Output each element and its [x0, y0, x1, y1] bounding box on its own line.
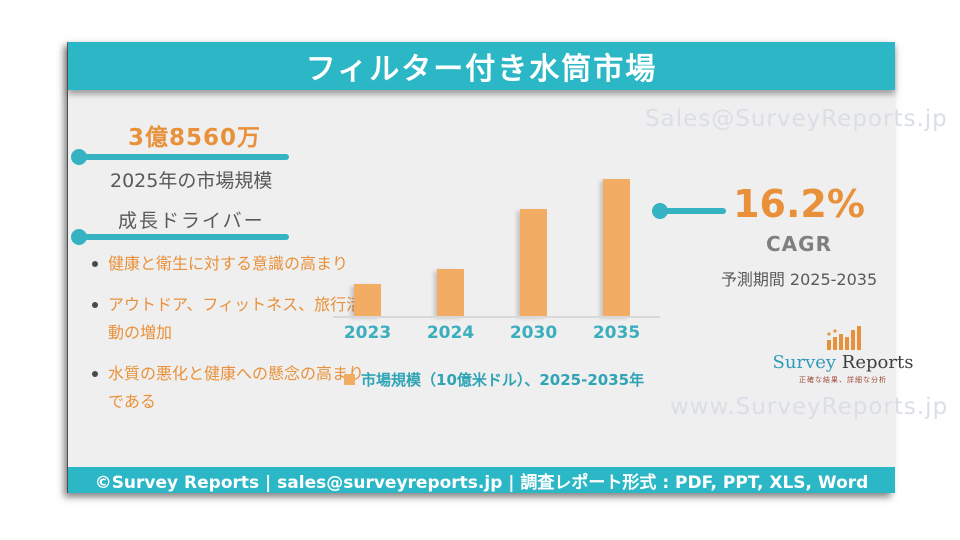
chart-x-tick-label: 2030 — [509, 323, 558, 343]
logo-tagline: 正確な結果、詳細な分析 — [799, 376, 887, 384]
chart-bars — [326, 166, 658, 316]
chart-bar — [603, 179, 630, 316]
legend-swatch-icon — [344, 374, 355, 385]
driver-item: 水質の悪化と健康への懸念の高まりである — [86, 360, 364, 416]
cagr-pointer-line — [652, 203, 726, 219]
growth-drivers-heading: 成長ドライバー — [118, 210, 265, 232]
market-size-label: 2025年の市場規模 — [110, 170, 273, 192]
chart-x-tick-label: 2023 — [343, 323, 392, 343]
growth-drivers-list: 健康と衛生に対する意識の高まり アウトドア、フィットネス、旅行活動の増加 水質の… — [86, 250, 364, 429]
cagr-label: CAGR — [766, 232, 832, 256]
footer-text: ©Survey Reports | sales@surveyreports.jp… — [94, 472, 869, 493]
chart-x-labels: 2023 2024 2030 2035 — [326, 323, 658, 343]
market-size-pointer-line — [71, 149, 289, 165]
page-title: フィルター付き水筒市場 — [305, 52, 658, 87]
bar-chart-icon — [827, 326, 861, 350]
chart-bar — [354, 284, 381, 316]
cagr-period: 予測期間 2025-2035 — [720, 270, 878, 289]
pointer-line-icon — [79, 154, 289, 160]
legend-label: 市場規模（10億米ドル）、2025-2035年 — [361, 371, 645, 389]
chart-bar-column — [492, 166, 575, 316]
chart-x-tick-label: 2024 — [426, 323, 475, 343]
slide: フィルター付き水筒市場 Sales@SurveyReports.jp www.S… — [68, 42, 947, 493]
cagr-block: 16.2% CAGR 予測期間 2025-2035 — [718, 182, 880, 290]
chart-bar — [520, 209, 547, 316]
pointer-line-icon — [660, 208, 726, 214]
footer-bar: ©Survey Reports | sales@surveyreports.jp… — [68, 467, 895, 493]
growth-drivers-pointer-line — [71, 229, 289, 245]
chart-x-axis — [333, 316, 660, 318]
driver-item: アウトドア、フィットネス、旅行活動の増加 — [86, 291, 364, 347]
chart-bar-column — [326, 166, 409, 316]
watermark-website: www.SurveyReports.jp — [670, 394, 949, 420]
driver-item: 健康と衛生に対する意識の高まり — [86, 250, 364, 278]
chart-x-tick-label: 2035 — [592, 323, 641, 343]
chart-legend: 市場規模（10億米ドル）、2025-2035年 — [344, 369, 644, 390]
survey-reports-logo: Survey Reports 正確な結果、詳細な分析 — [768, 326, 918, 385]
title-bar: フィルター付き水筒市場 — [68, 42, 895, 90]
logo-name: Survey Reports — [768, 352, 918, 373]
chart-bar — [437, 269, 464, 316]
pointer-line-icon — [79, 234, 289, 240]
cagr-value: 16.2% — [733, 182, 865, 226]
market-size-value: 3億8560万 — [128, 125, 262, 151]
logo-name-reports: Reports — [836, 352, 914, 373]
watermark-email: Sales@SurveyReports.jp — [645, 106, 948, 132]
chart-bar-column — [575, 166, 658, 316]
chart-bar-column — [409, 166, 492, 316]
logo-name-survey: Survey — [772, 352, 837, 373]
